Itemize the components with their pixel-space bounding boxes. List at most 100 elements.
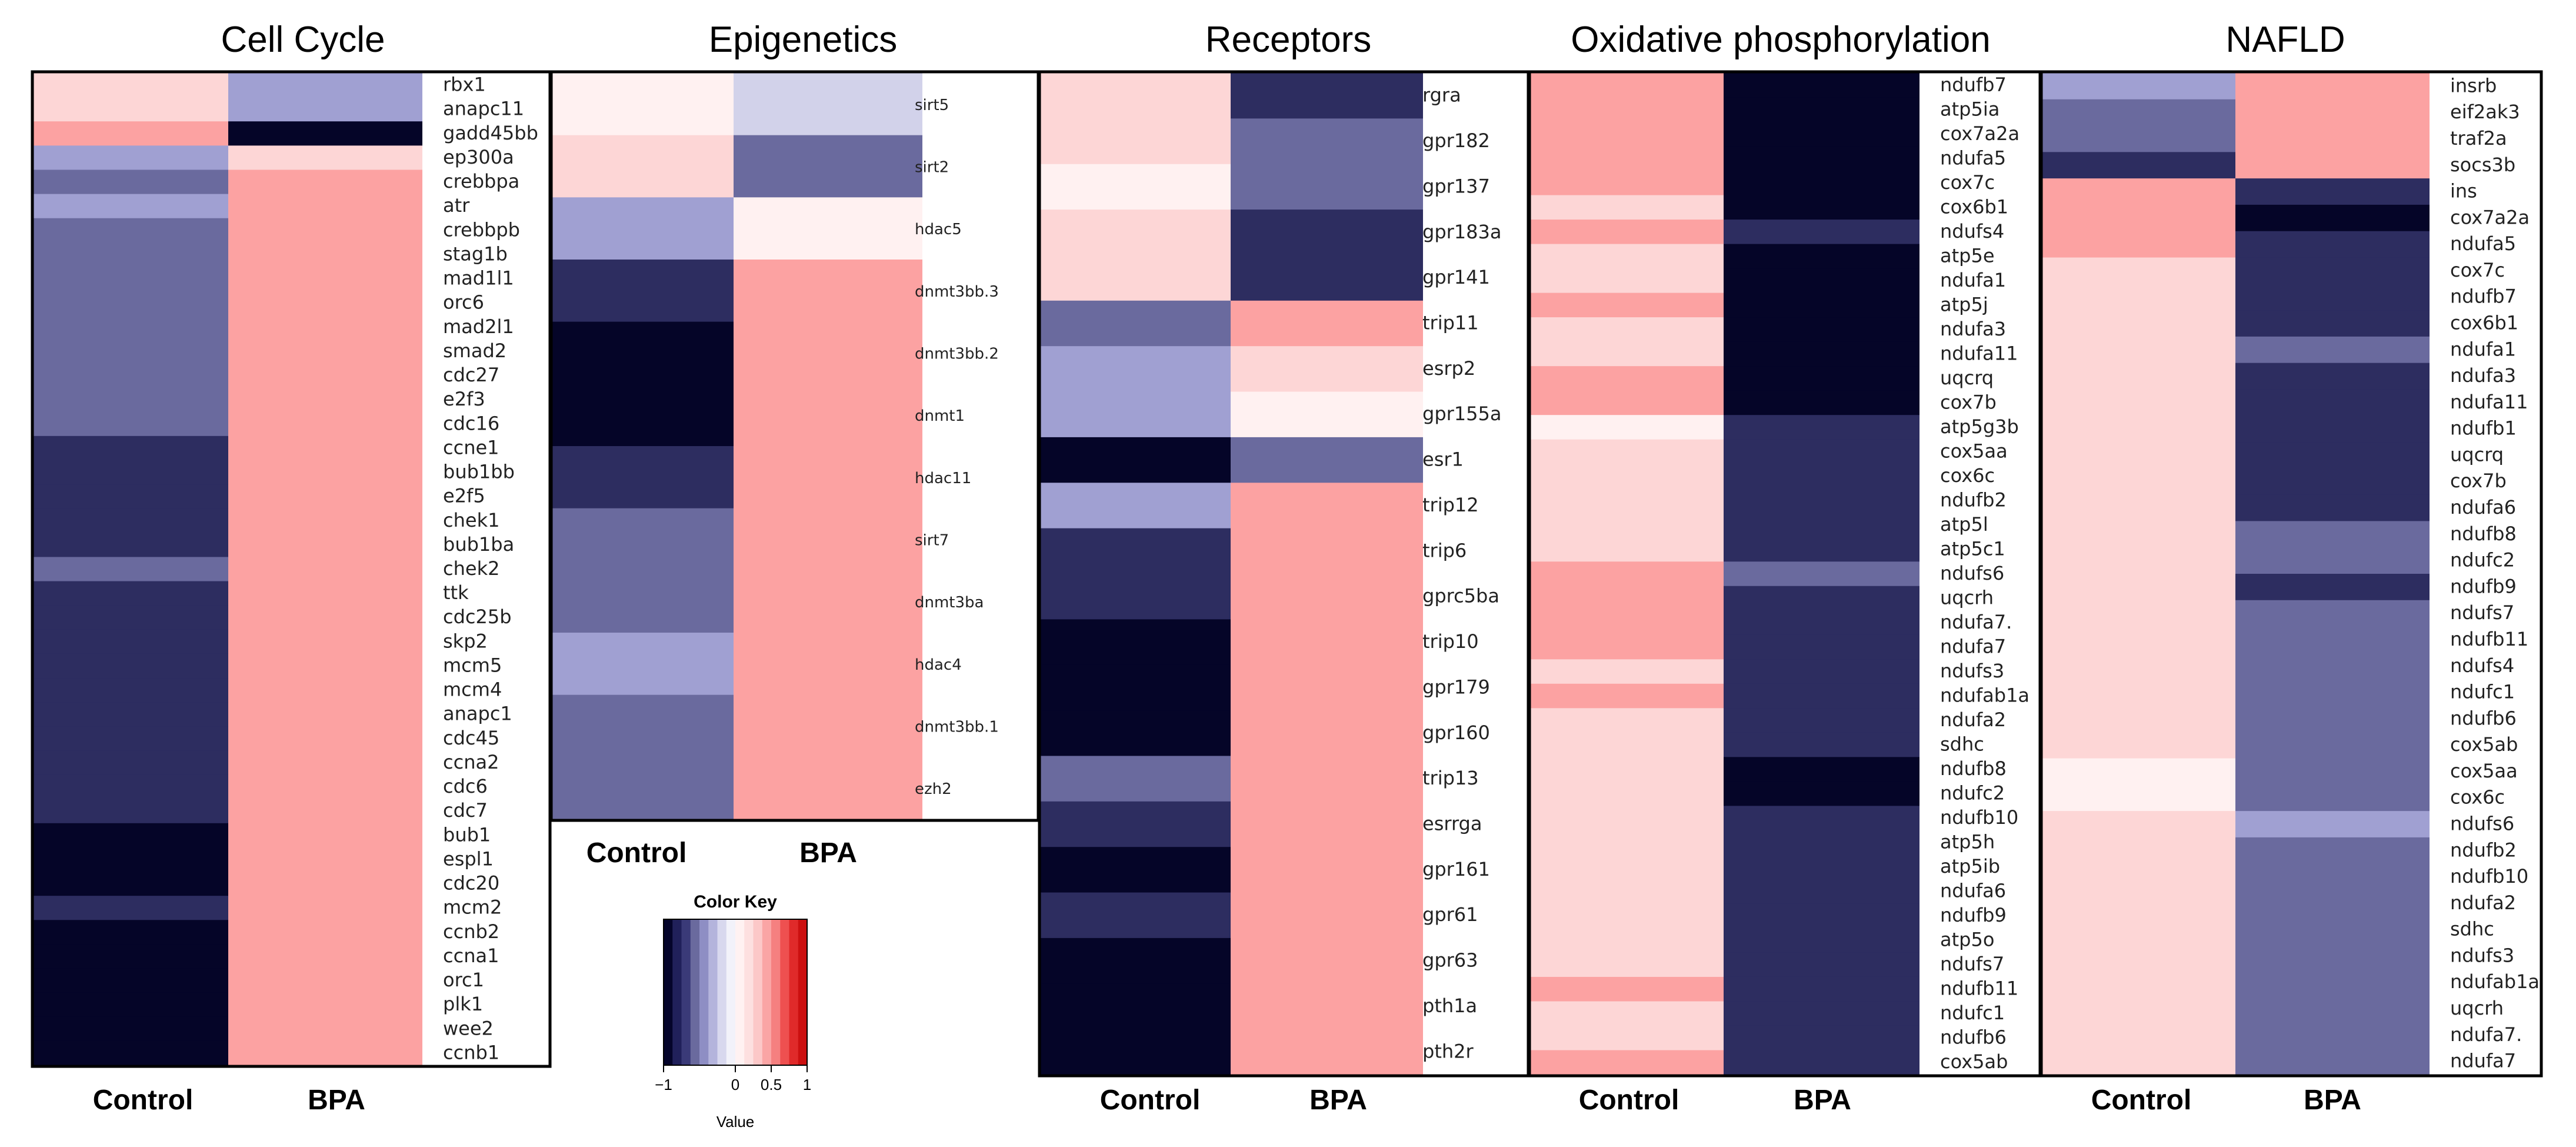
oxphos-row-label: ndufb8 bbox=[1940, 757, 2007, 780]
receptors-cell-esr1-bpa bbox=[1231, 437, 1423, 483]
nafld-row-label: ndufa11 bbox=[2450, 391, 2528, 413]
epigenetics-cell-dnmt3ba-control bbox=[551, 570, 734, 633]
epigenetics-heatmap: Epigenetics sirt5 sirt2 hdac5 dnmt3bb.3 dnmt3… bbox=[549, 19, 1040, 822]
cellcycle-row-label: ccnb2 bbox=[443, 920, 499, 943]
column-labels: Control BPA Control BPA Control BPA Cont… bbox=[93, 837, 2361, 1116]
nafld-row-label: cox6b1 bbox=[2450, 312, 2518, 334]
nafld-cell-ndufa5-control bbox=[2041, 231, 2235, 258]
epigenetics-cell-dnmt1-bpa bbox=[734, 384, 922, 447]
cellcycle-row-label: stag1b bbox=[443, 242, 508, 265]
oxphos-row-label: atp5l bbox=[1940, 513, 1988, 536]
nafld-cell-ndufa11-control bbox=[2041, 389, 2235, 416]
cellcycle-cell-mcm2-control bbox=[32, 896, 228, 920]
epigenetics-row-label: hdac11 bbox=[915, 470, 971, 487]
nafld-cell-uqcrh-control bbox=[2041, 995, 2235, 1023]
color-key-swatch bbox=[780, 919, 789, 1065]
cellcycle-cell-mcm5-bpa bbox=[228, 653, 422, 679]
receptors-cell-esrp2-bpa bbox=[1231, 346, 1423, 393]
oxphos-cell-ndufs3-bpa bbox=[1724, 659, 1919, 684]
nafld-cell-ndufs4-bpa bbox=[2235, 653, 2430, 680]
epigenetics-cell-hdac4-control bbox=[551, 633, 734, 696]
cellcycle-cell-ep300a-control bbox=[32, 145, 228, 171]
nafld-row-label: uqcrq bbox=[2450, 443, 2504, 466]
oxphos-row-label: ndufb6 bbox=[1940, 1026, 2007, 1049]
nafld-cell-ndufa2-control bbox=[2041, 890, 2235, 917]
nafld-cell-socs3b-control bbox=[2041, 152, 2235, 179]
epigenetics-row-label: dnmt3bb.2 bbox=[915, 345, 999, 363]
cellcycle-cell-plk1-bpa bbox=[228, 992, 422, 1018]
color-key-ticks: −1 0 0.5 1 bbox=[655, 1065, 811, 1093]
oxphos-row-label: ndufa5 bbox=[1940, 147, 2006, 169]
cellcycle-row-label: cdc25b bbox=[443, 606, 512, 628]
cellcycle-cell-smad2-control bbox=[32, 339, 228, 364]
oxphos-row-label: ndufa7. bbox=[1940, 611, 2012, 633]
cellcycle-cell-ccnb1-control bbox=[32, 1040, 228, 1066]
cellcycle-cell-cdc27-control bbox=[32, 363, 228, 388]
oxphos-cell-cox5ab-bpa bbox=[1724, 1050, 1919, 1075]
receptors-cell-trip12-control bbox=[1039, 483, 1231, 529]
nafld-row-label: ndufc2 bbox=[2450, 549, 2515, 571]
receptors-row-label: gpr141 bbox=[1422, 266, 1490, 288]
oxphos-cell-ndufa6-bpa bbox=[1724, 879, 1919, 905]
oxphos-row-label: ndufc1 bbox=[1940, 1002, 2005, 1024]
receptors-bpa-label: BPA bbox=[1309, 1085, 1367, 1116]
cellcycle-cell-chek1-control bbox=[32, 508, 228, 533]
oxphos-row-label: atp5o bbox=[1940, 929, 1994, 951]
receptors-row-label: esrp2 bbox=[1422, 357, 1475, 380]
color-key-title: Color Key bbox=[694, 892, 777, 912]
oxphos-row-label: ndufs7 bbox=[1940, 953, 2004, 975]
cellcycle-cell-cdc20-control bbox=[32, 872, 228, 896]
receptors-cell-esrrga-control bbox=[1039, 801, 1231, 847]
cellcycle-cell-rbx1-bpa bbox=[228, 73, 422, 98]
oxphos-row-label: atp5ib bbox=[1940, 855, 2000, 877]
oxphos-row-label: ndufa11 bbox=[1940, 342, 2018, 364]
cellcycle-cell-ttk-control bbox=[32, 581, 228, 606]
color-key-swatch bbox=[771, 919, 781, 1065]
cellcycle-cell-ccne1-bpa bbox=[228, 435, 422, 461]
receptors-cell-gpr137-control bbox=[1039, 164, 1231, 210]
receptors-cell-trip13-control bbox=[1039, 756, 1231, 802]
oxphos-row-label: uqcrq bbox=[1940, 367, 1994, 389]
receptors-cell-gpr61-bpa bbox=[1231, 892, 1423, 939]
cellcycle-cell-atr-bpa bbox=[228, 194, 422, 219]
nafld-cell-cox7c-bpa bbox=[2235, 257, 2430, 284]
cellcycle-cell-crebbpb-control bbox=[32, 218, 228, 243]
oxphos-cell-ndufb6-control bbox=[1529, 1025, 1724, 1051]
receptors-row-label: pth1a bbox=[1422, 995, 1477, 1017]
epigenetics-row-label: sirt2 bbox=[915, 159, 949, 177]
cellcycle-row-label: cdc45 bbox=[443, 727, 499, 749]
nafld-cell-ndufc1-bpa bbox=[2235, 679, 2430, 706]
nafld-cell-cox6b1-bpa bbox=[2235, 310, 2430, 337]
color-key-swatch bbox=[789, 919, 799, 1065]
oxphos-cell-ndufa11-bpa bbox=[1724, 341, 1919, 367]
oxphos-cell-uqcrh-bpa bbox=[1724, 586, 1919, 611]
oxphos-row-label: ndufb10 bbox=[1940, 806, 2018, 829]
oxphos-row-label: ndufa6 bbox=[1940, 880, 2006, 902]
cellcycle-cell-cdc45-control bbox=[32, 726, 228, 752]
oxphos-cell-atp5e-bpa bbox=[1724, 244, 1919, 269]
oxphos-cell-atp5g3b-bpa bbox=[1724, 415, 1919, 440]
cellcycle-row-label: mcm4 bbox=[443, 679, 502, 701]
nafld-cell-uqcrh-bpa bbox=[2235, 995, 2430, 1023]
oxphos-row-label: atp5ia bbox=[1940, 98, 2000, 120]
cellcycle-row-label: skp2 bbox=[443, 630, 488, 652]
oxphos-cell-atp5l-bpa bbox=[1724, 513, 1919, 538]
cellcycle-cell-atr-control bbox=[32, 194, 228, 219]
oxphos-cell-cox6b1-bpa bbox=[1724, 195, 1919, 220]
nafld-cell-ndufc2-control bbox=[2041, 547, 2235, 574]
cellcycle-cell-chek2-control bbox=[32, 557, 228, 582]
cellcycle-cell-e2f3-control bbox=[32, 387, 228, 413]
oxphos-cell-cox5aa-bpa bbox=[1724, 439, 1919, 464]
nafld-cell-ndufab1a-bpa bbox=[2235, 969, 2430, 996]
nafld-row-label: ndufb1 bbox=[2450, 417, 2517, 440]
cellcycle-row-label: ep300a bbox=[443, 146, 514, 168]
oxphos-cell-ndufa7.-bpa bbox=[1724, 610, 1919, 636]
nafld-cell-eif2ak3-control bbox=[2041, 99, 2235, 127]
epigenetics-cell-hdac5-control bbox=[551, 197, 734, 260]
cellcycle-cell-stag1b-control bbox=[32, 242, 228, 267]
oxphos-cell-atp5j-control bbox=[1529, 292, 1724, 318]
oxphos-title: Oxidative phosphorylation bbox=[1571, 19, 1990, 60]
oxphos-cell-ndufab1a-control bbox=[1529, 683, 1724, 709]
receptors-cell-pth2r-bpa bbox=[1231, 1029, 1423, 1075]
oxphos-cell-ndufb8-control bbox=[1529, 757, 1724, 782]
